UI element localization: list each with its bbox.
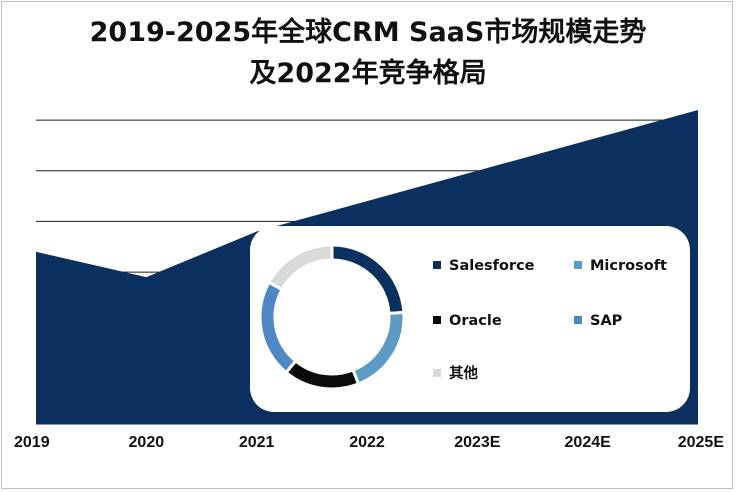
legend-label: Oracle — [449, 313, 502, 329]
x-tick-label: 2022 — [349, 434, 385, 451]
x-tick-label: 2025E — [678, 434, 725, 451]
legend-swatch — [433, 261, 441, 269]
donut-slice — [266, 243, 334, 292]
legend-swatch — [433, 369, 441, 377]
donut-panel: Salesforce Microsoft Oracle SAP 其他 — [250, 226, 690, 412]
legend-label: 其他 — [449, 364, 478, 382]
x-tick-label: 2021 — [239, 434, 275, 451]
title-line-1: 2019-2025年全球CRM SaaS市场规模走势 — [89, 17, 647, 48]
legend-label: Salesforce — [449, 258, 535, 274]
legend-swatch — [574, 261, 582, 269]
title-line-2: 及2022年竞争格局 — [249, 58, 487, 89]
legend-label: SAP — [590, 313, 623, 329]
legend-swatch — [433, 316, 441, 324]
x-tick-label: 2023E — [454, 434, 501, 451]
legend-label: Microsoft — [590, 258, 667, 274]
x-tick-label: 2024E — [565, 434, 612, 451]
legend-swatch — [574, 316, 582, 324]
x-tick-label: 2019 — [14, 434, 50, 451]
x-tick-label: 2020 — [129, 434, 165, 451]
chart-title: 2019-2025年全球CRM SaaS市场规模走势 及2022年竞争格局 — [0, 12, 736, 94]
x-axis-ticks: 2019 2020 2021 2022 2023E 2024E 2025E — [14, 434, 724, 451]
